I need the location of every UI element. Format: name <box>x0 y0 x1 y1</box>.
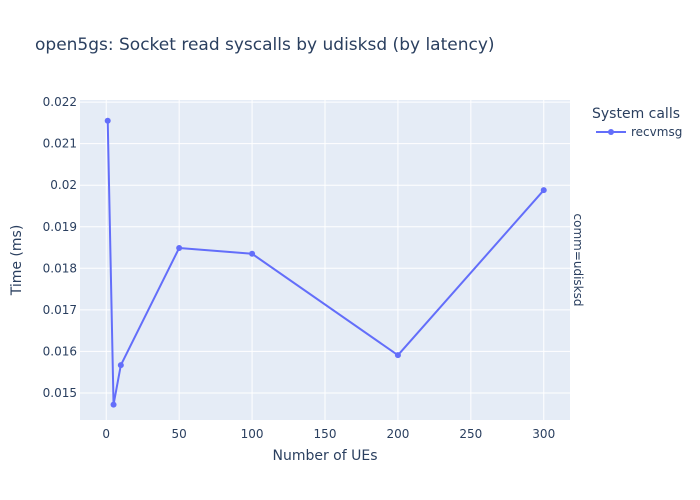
y-tick-label: 0.022 <box>43 95 77 109</box>
x-tick-label: 250 <box>459 427 482 441</box>
legend: System calls recvmsg <box>592 106 682 139</box>
data-point-recvmsg[interactable] <box>249 250 256 257</box>
data-point-recvmsg[interactable] <box>176 244 183 251</box>
legend-swatch-marker <box>608 129 614 135</box>
y-tick-label: 0.02 <box>50 178 77 192</box>
data-point-recvmsg[interactable] <box>540 187 547 194</box>
data-point-recvmsg[interactable] <box>110 401 117 408</box>
y-axis-title: Time (ms) <box>9 225 25 297</box>
legend-title: System calls <box>592 106 680 122</box>
y-tick-label: 0.015 <box>43 386 77 400</box>
gridlines <box>80 100 570 420</box>
x-tick-label: 0 <box>102 427 110 441</box>
x-tick-label: 100 <box>241 427 264 441</box>
y-tick-label: 0.019 <box>43 220 77 234</box>
chart-title: open5gs: Socket read syscalls by udisksd… <box>35 35 495 55</box>
legend-item-label: recvmsg <box>631 125 682 139</box>
x-tick-label: 300 <box>532 427 555 441</box>
x-tick-label: 50 <box>172 427 187 441</box>
facet-label: comm=udisksd <box>571 214 585 307</box>
y-tick-label: 0.016 <box>43 344 77 358</box>
y-tick-label: 0.021 <box>43 137 77 151</box>
legend-item-recvmsg[interactable]: recvmsg <box>596 125 682 139</box>
y-tick-label: 0.018 <box>43 261 77 275</box>
y-tick-label: 0.017 <box>43 303 77 317</box>
series-layer <box>104 117 547 408</box>
data-point-recvmsg[interactable] <box>394 352 401 359</box>
x-tick-label: 150 <box>314 427 337 441</box>
x-tick-label: 200 <box>386 427 409 441</box>
data-point-recvmsg[interactable] <box>104 117 111 124</box>
tick-labels: 0 50 100 150 200 250 300 0.015 0.016 0.017 0.018 0.… <box>43 95 556 441</box>
x-axis-title: Number of UEs <box>272 448 377 464</box>
data-point-recvmsg[interactable] <box>117 362 124 369</box>
